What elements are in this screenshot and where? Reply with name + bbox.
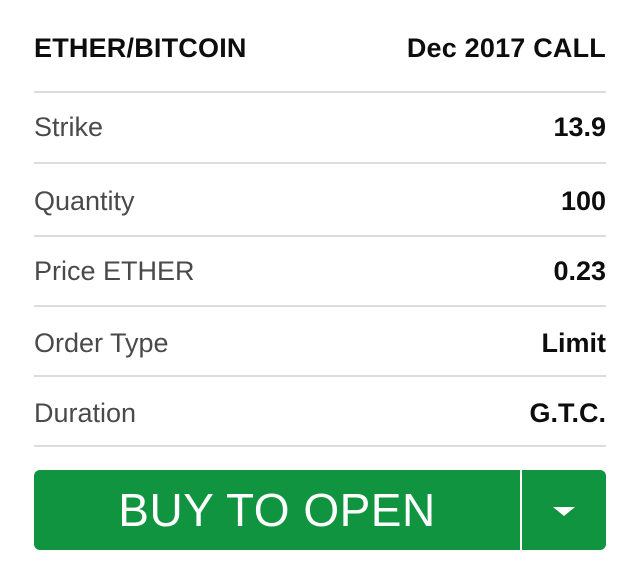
- order-type-label: Order Type: [34, 327, 169, 358]
- duration-value[interactable]: G.T.C.: [529, 397, 606, 428]
- buy-to-open-button[interactable]: BUY TO OPEN: [34, 470, 520, 550]
- price-label: Price ETHER: [34, 255, 195, 286]
- strike-value[interactable]: 13.9: [553, 112, 606, 142]
- quantity-value[interactable]: 100: [560, 186, 606, 216]
- price-value[interactable]: 0.23: [553, 255, 606, 286]
- instrument-symbol: ETHER/BITCOIN: [34, 33, 247, 63]
- strike-row[interactable]: Strike 13.9: [34, 93, 606, 164]
- action-bar: BUY TO OPEN: [34, 470, 606, 550]
- quantity-row[interactable]: Quantity 100: [34, 164, 606, 237]
- quantity-label: Quantity: [34, 186, 135, 216]
- price-row[interactable]: Price ETHER 0.23: [34, 237, 606, 307]
- order-type-row[interactable]: Order Type Limit: [34, 307, 606, 377]
- contract-description: Dec 2017 CALL: [406, 33, 606, 63]
- caret-down-icon: [553, 506, 575, 516]
- duration-row[interactable]: Duration G.T.C.: [34, 377, 606, 447]
- duration-label: Duration: [34, 397, 137, 428]
- button-divider: [520, 470, 522, 550]
- strike-label: Strike: [34, 112, 104, 142]
- order-ticket: ETHER/BITCOIN Dec 2017 CALL Strike 13.9 …: [34, 0, 606, 447]
- action-menu-button[interactable]: [522, 470, 606, 550]
- ticket-header: ETHER/BITCOIN Dec 2017 CALL: [34, 0, 606, 93]
- order-type-value[interactable]: Limit: [541, 327, 607, 358]
